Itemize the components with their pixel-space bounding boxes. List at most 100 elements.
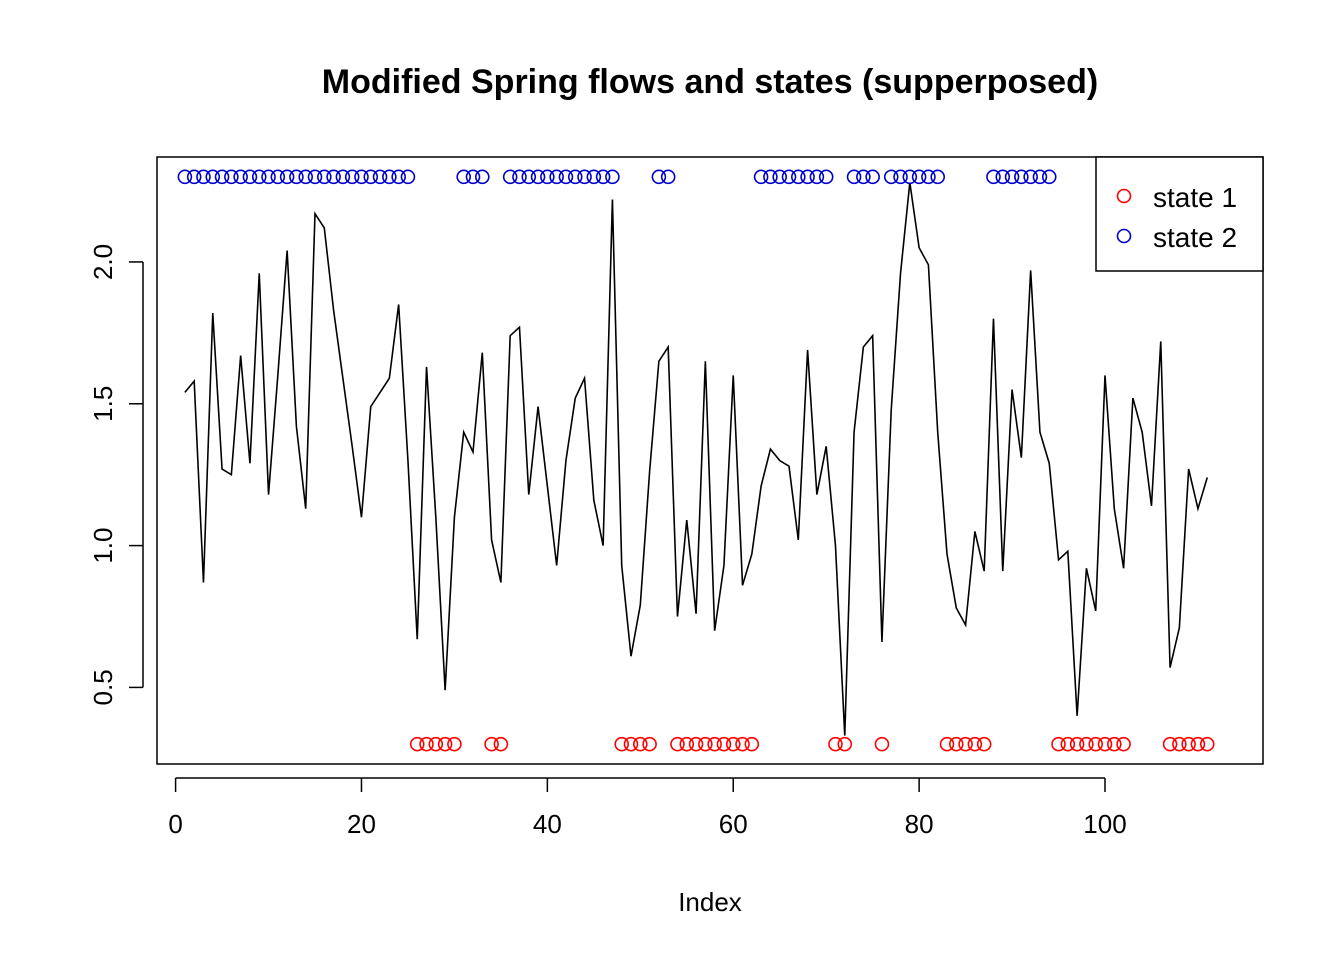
state-1-point xyxy=(1162,736,1178,752)
state-1-point xyxy=(939,736,955,752)
state-2-point xyxy=(595,169,611,185)
state-2-point xyxy=(1041,169,1057,185)
state-points xyxy=(177,169,1215,752)
state-2-point xyxy=(605,169,620,185)
state-2-point xyxy=(1023,169,1038,185)
state-2-point xyxy=(196,169,211,185)
state-2-point xyxy=(261,169,276,185)
state-2-point xyxy=(233,169,248,185)
state-1-point xyxy=(614,736,630,752)
state-2-point xyxy=(307,169,323,185)
state-1-point xyxy=(428,736,444,752)
x-tick-label: 0 xyxy=(168,809,182,839)
state-2-point xyxy=(1014,169,1029,185)
state-1-point xyxy=(837,736,853,752)
plot-frame xyxy=(156,156,1264,765)
state-1-point xyxy=(1181,736,1196,752)
state-2-point xyxy=(279,169,295,185)
state-2-point xyxy=(911,169,927,185)
state-1-point xyxy=(967,736,983,752)
state-1-point xyxy=(484,736,499,752)
state-2-point xyxy=(818,169,834,185)
state-2-point xyxy=(800,169,815,185)
y-axis: 0.5 1.0 1.5 2.0 xyxy=(88,244,144,705)
x-tick-label: 80 xyxy=(905,809,934,839)
legend-marker-state-1 xyxy=(1116,188,1132,204)
state-2-point xyxy=(326,169,341,185)
state-2-point xyxy=(856,169,871,185)
state-2-point xyxy=(660,169,676,185)
state-2-point xyxy=(902,169,918,185)
x-axis-label: Index xyxy=(678,887,742,917)
state-2-point xyxy=(521,169,537,185)
state-2-point xyxy=(391,169,406,185)
state-2-point xyxy=(549,169,564,185)
legend-label-state-1: state 1 xyxy=(1153,182,1237,213)
state-2-point xyxy=(781,169,797,185)
state-2-point xyxy=(251,169,267,185)
state-2-point xyxy=(772,169,788,185)
y-tick-label: 0.5 xyxy=(88,669,118,705)
state-2-point xyxy=(344,169,360,185)
state-1-point xyxy=(447,736,462,752)
state-2-point xyxy=(846,169,862,185)
state-1-point xyxy=(958,736,973,752)
state-2-point xyxy=(540,169,555,185)
state-1-point xyxy=(1190,736,1206,752)
state-1-point xyxy=(1051,736,1066,752)
legend-box xyxy=(1095,156,1264,272)
x-tick-label: 60 xyxy=(719,809,748,839)
state-1-point xyxy=(976,736,992,752)
state-1-point xyxy=(1069,736,1085,752)
state-2-point xyxy=(186,169,202,185)
state-1-point xyxy=(707,736,722,752)
state-2-point xyxy=(289,169,304,185)
state-2-point xyxy=(456,169,472,185)
state-2-point xyxy=(502,169,518,185)
state-2-point xyxy=(224,169,239,185)
state-1-point xyxy=(828,736,843,752)
state-2-point xyxy=(270,169,286,185)
state-2-point xyxy=(651,169,667,185)
legend-marker-state-2 xyxy=(1116,228,1132,244)
state-2-point xyxy=(214,169,230,185)
state-2-point xyxy=(530,169,546,185)
state-2-point xyxy=(995,169,1011,185)
state-2-point xyxy=(558,169,574,185)
state-2-point xyxy=(893,169,908,185)
state-1-point xyxy=(623,736,639,752)
state-1-point xyxy=(744,736,760,752)
x-tick-label: 100 xyxy=(1083,809,1126,839)
state-1-point xyxy=(874,736,890,752)
state-2-point xyxy=(809,169,825,185)
state-2-point xyxy=(753,169,769,185)
state-2-point xyxy=(1004,169,1020,185)
state-2-point xyxy=(930,169,946,185)
state-2-point xyxy=(474,169,490,185)
state-2-point xyxy=(512,169,527,185)
state-2-point xyxy=(316,169,332,185)
state-2-point xyxy=(177,169,193,185)
state-2-point xyxy=(363,169,379,185)
state-1-point xyxy=(688,736,704,752)
state-2-point xyxy=(335,169,351,185)
state-1-point xyxy=(725,736,741,752)
state-2-point xyxy=(242,169,258,185)
state-1-point xyxy=(409,736,425,752)
state-2-point xyxy=(921,169,936,185)
state-1-point xyxy=(1106,736,1122,752)
state-2-point xyxy=(400,169,416,185)
state-1-point xyxy=(1116,736,1131,752)
x-axis: 0 20 40 60 80 100 xyxy=(168,777,1127,839)
state-1-point xyxy=(642,736,657,752)
state-2-point xyxy=(577,169,592,185)
state-1-point xyxy=(1097,736,1113,752)
state-1-point xyxy=(1079,736,1094,752)
state-1-point xyxy=(698,736,713,752)
state-2-point xyxy=(986,169,1001,185)
state-1-point xyxy=(632,736,648,752)
flow-line xyxy=(184,182,1209,736)
state-1-point xyxy=(419,736,434,752)
x-tick-label: 40 xyxy=(533,809,562,839)
